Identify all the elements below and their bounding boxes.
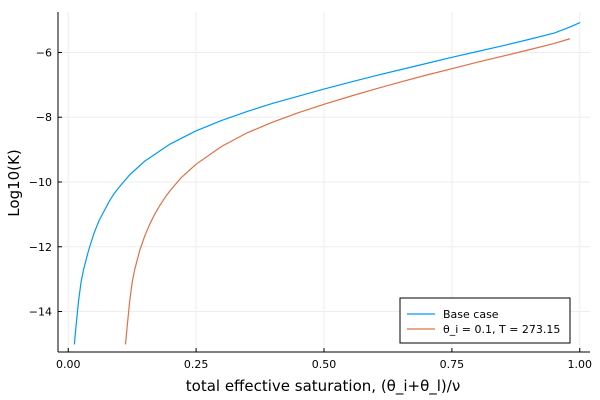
x-tick-label: 0.00 <box>56 358 81 371</box>
y-tick-label: −10 <box>29 176 52 189</box>
x-axis-label: total effective saturation, (θ_i+θ_l)/ν <box>186 377 460 396</box>
y-tick-label: −14 <box>29 306 52 319</box>
y-axis-label: Log10(K) <box>5 149 23 216</box>
legend-label-ice-case: θ_i = 0.1, T = 273.15 <box>443 323 560 336</box>
x-tick-label: 0.25 <box>184 358 209 371</box>
grid <box>58 12 590 352</box>
tick-labels: 0.00 0.25 0.50 0.75 1.00 −14 −12 −10 −8 −6 <box>29 46 592 371</box>
y-tick-label: −6 <box>36 46 52 59</box>
x-tick-label: 1.00 <box>568 358 593 371</box>
x-tick-label: 0.50 <box>312 358 337 371</box>
x-tick-label: 0.75 <box>440 358 465 371</box>
legend-box <box>399 297 571 344</box>
y-tick-label: −12 <box>29 241 52 254</box>
y-tick-label: −8 <box>36 111 52 124</box>
legend: Base case θ_i = 0.1, T = 273.15 <box>399 297 571 344</box>
axes <box>57 12 590 353</box>
legend-label-base-case: Base case <box>443 308 499 321</box>
series-line-base-case <box>73 22 581 345</box>
series-line-ice-case <box>124 38 571 345</box>
series-lines <box>73 22 581 345</box>
